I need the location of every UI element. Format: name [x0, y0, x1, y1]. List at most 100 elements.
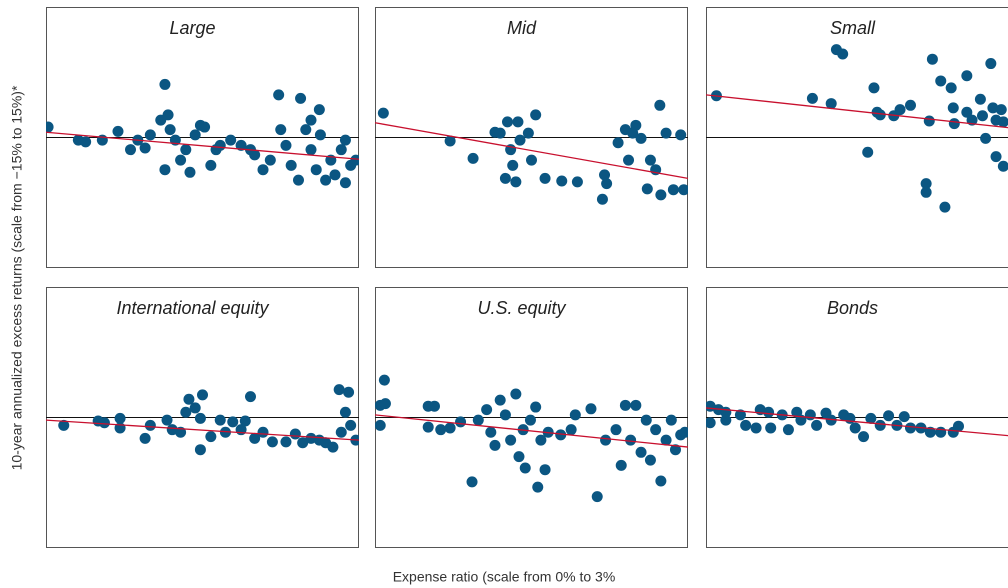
point: [837, 48, 849, 60]
point: [46, 121, 54, 133]
point: [630, 119, 642, 131]
point: [804, 409, 816, 421]
point: [935, 75, 947, 87]
point: [904, 422, 916, 434]
panel: [706, 44, 1008, 213]
point: [164, 124, 176, 136]
point: [239, 415, 251, 427]
point: [555, 429, 567, 441]
point: [782, 424, 794, 436]
point: [935, 426, 947, 438]
point: [257, 426, 269, 438]
point: [630, 399, 642, 411]
point: [750, 422, 762, 434]
point: [519, 462, 531, 474]
point: [112, 125, 124, 137]
point: [669, 444, 681, 456]
point: [289, 428, 301, 440]
point: [868, 82, 880, 94]
point: [184, 166, 196, 178]
point: [948, 118, 960, 130]
point: [939, 201, 951, 213]
point: [635, 446, 647, 458]
panel: [46, 78, 359, 189]
point: [375, 419, 386, 431]
point: [343, 386, 355, 398]
point: [139, 142, 151, 154]
point: [865, 412, 877, 424]
point: [249, 432, 261, 444]
point: [485, 426, 497, 438]
point: [305, 114, 317, 126]
point: [539, 464, 551, 476]
point: [623, 154, 635, 166]
trend-line: [706, 94, 1008, 129]
point: [600, 434, 612, 446]
point: [333, 384, 345, 396]
point: [214, 414, 226, 426]
trend-line: [375, 414, 688, 448]
point: [514, 134, 526, 146]
point: [350, 154, 359, 166]
point: [825, 98, 837, 110]
point: [280, 139, 292, 151]
point: [466, 476, 478, 488]
trend-line: [46, 419, 359, 441]
point: [244, 391, 256, 403]
point: [249, 149, 261, 161]
point: [585, 403, 597, 415]
point: [80, 136, 92, 148]
trend-line: [46, 131, 359, 160]
point: [175, 154, 187, 166]
point: [947, 102, 959, 114]
point: [610, 424, 622, 436]
point: [640, 414, 652, 426]
point: [159, 78, 171, 90]
point: [556, 175, 568, 187]
point: [162, 109, 174, 121]
point: [591, 491, 603, 503]
point: [297, 437, 309, 449]
trend-line: [706, 407, 1008, 437]
point: [189, 402, 201, 414]
point: [512, 116, 524, 128]
point: [335, 144, 347, 156]
point: [644, 154, 656, 166]
point: [275, 124, 287, 136]
point: [114, 412, 126, 424]
point: [513, 451, 525, 463]
point: [199, 121, 211, 133]
point: [894, 104, 906, 116]
point: [510, 388, 522, 400]
point: [189, 129, 201, 141]
point: [510, 176, 522, 188]
point: [327, 441, 339, 453]
point: [422, 421, 434, 433]
point: [985, 58, 997, 70]
point: [310, 164, 322, 176]
point: [619, 399, 631, 411]
point: [660, 127, 672, 139]
point: [183, 393, 195, 405]
point: [569, 409, 581, 421]
point: [720, 414, 732, 426]
point: [98, 417, 110, 429]
point: [667, 184, 679, 196]
point: [205, 431, 217, 443]
point: [494, 394, 506, 406]
point: [58, 419, 70, 431]
x-axis-label: Expense ratio (scale from 0% to 3%: [393, 569, 616, 585]
point: [923, 115, 935, 127]
point: [596, 193, 608, 205]
point: [481, 404, 493, 416]
point: [257, 164, 269, 176]
point: [660, 434, 672, 446]
point: [539, 172, 551, 184]
point: [615, 459, 627, 471]
point: [266, 436, 278, 448]
point: [339, 406, 351, 418]
point: [379, 398, 391, 410]
point: [225, 134, 237, 146]
panel: [46, 384, 359, 456]
point: [858, 431, 870, 443]
